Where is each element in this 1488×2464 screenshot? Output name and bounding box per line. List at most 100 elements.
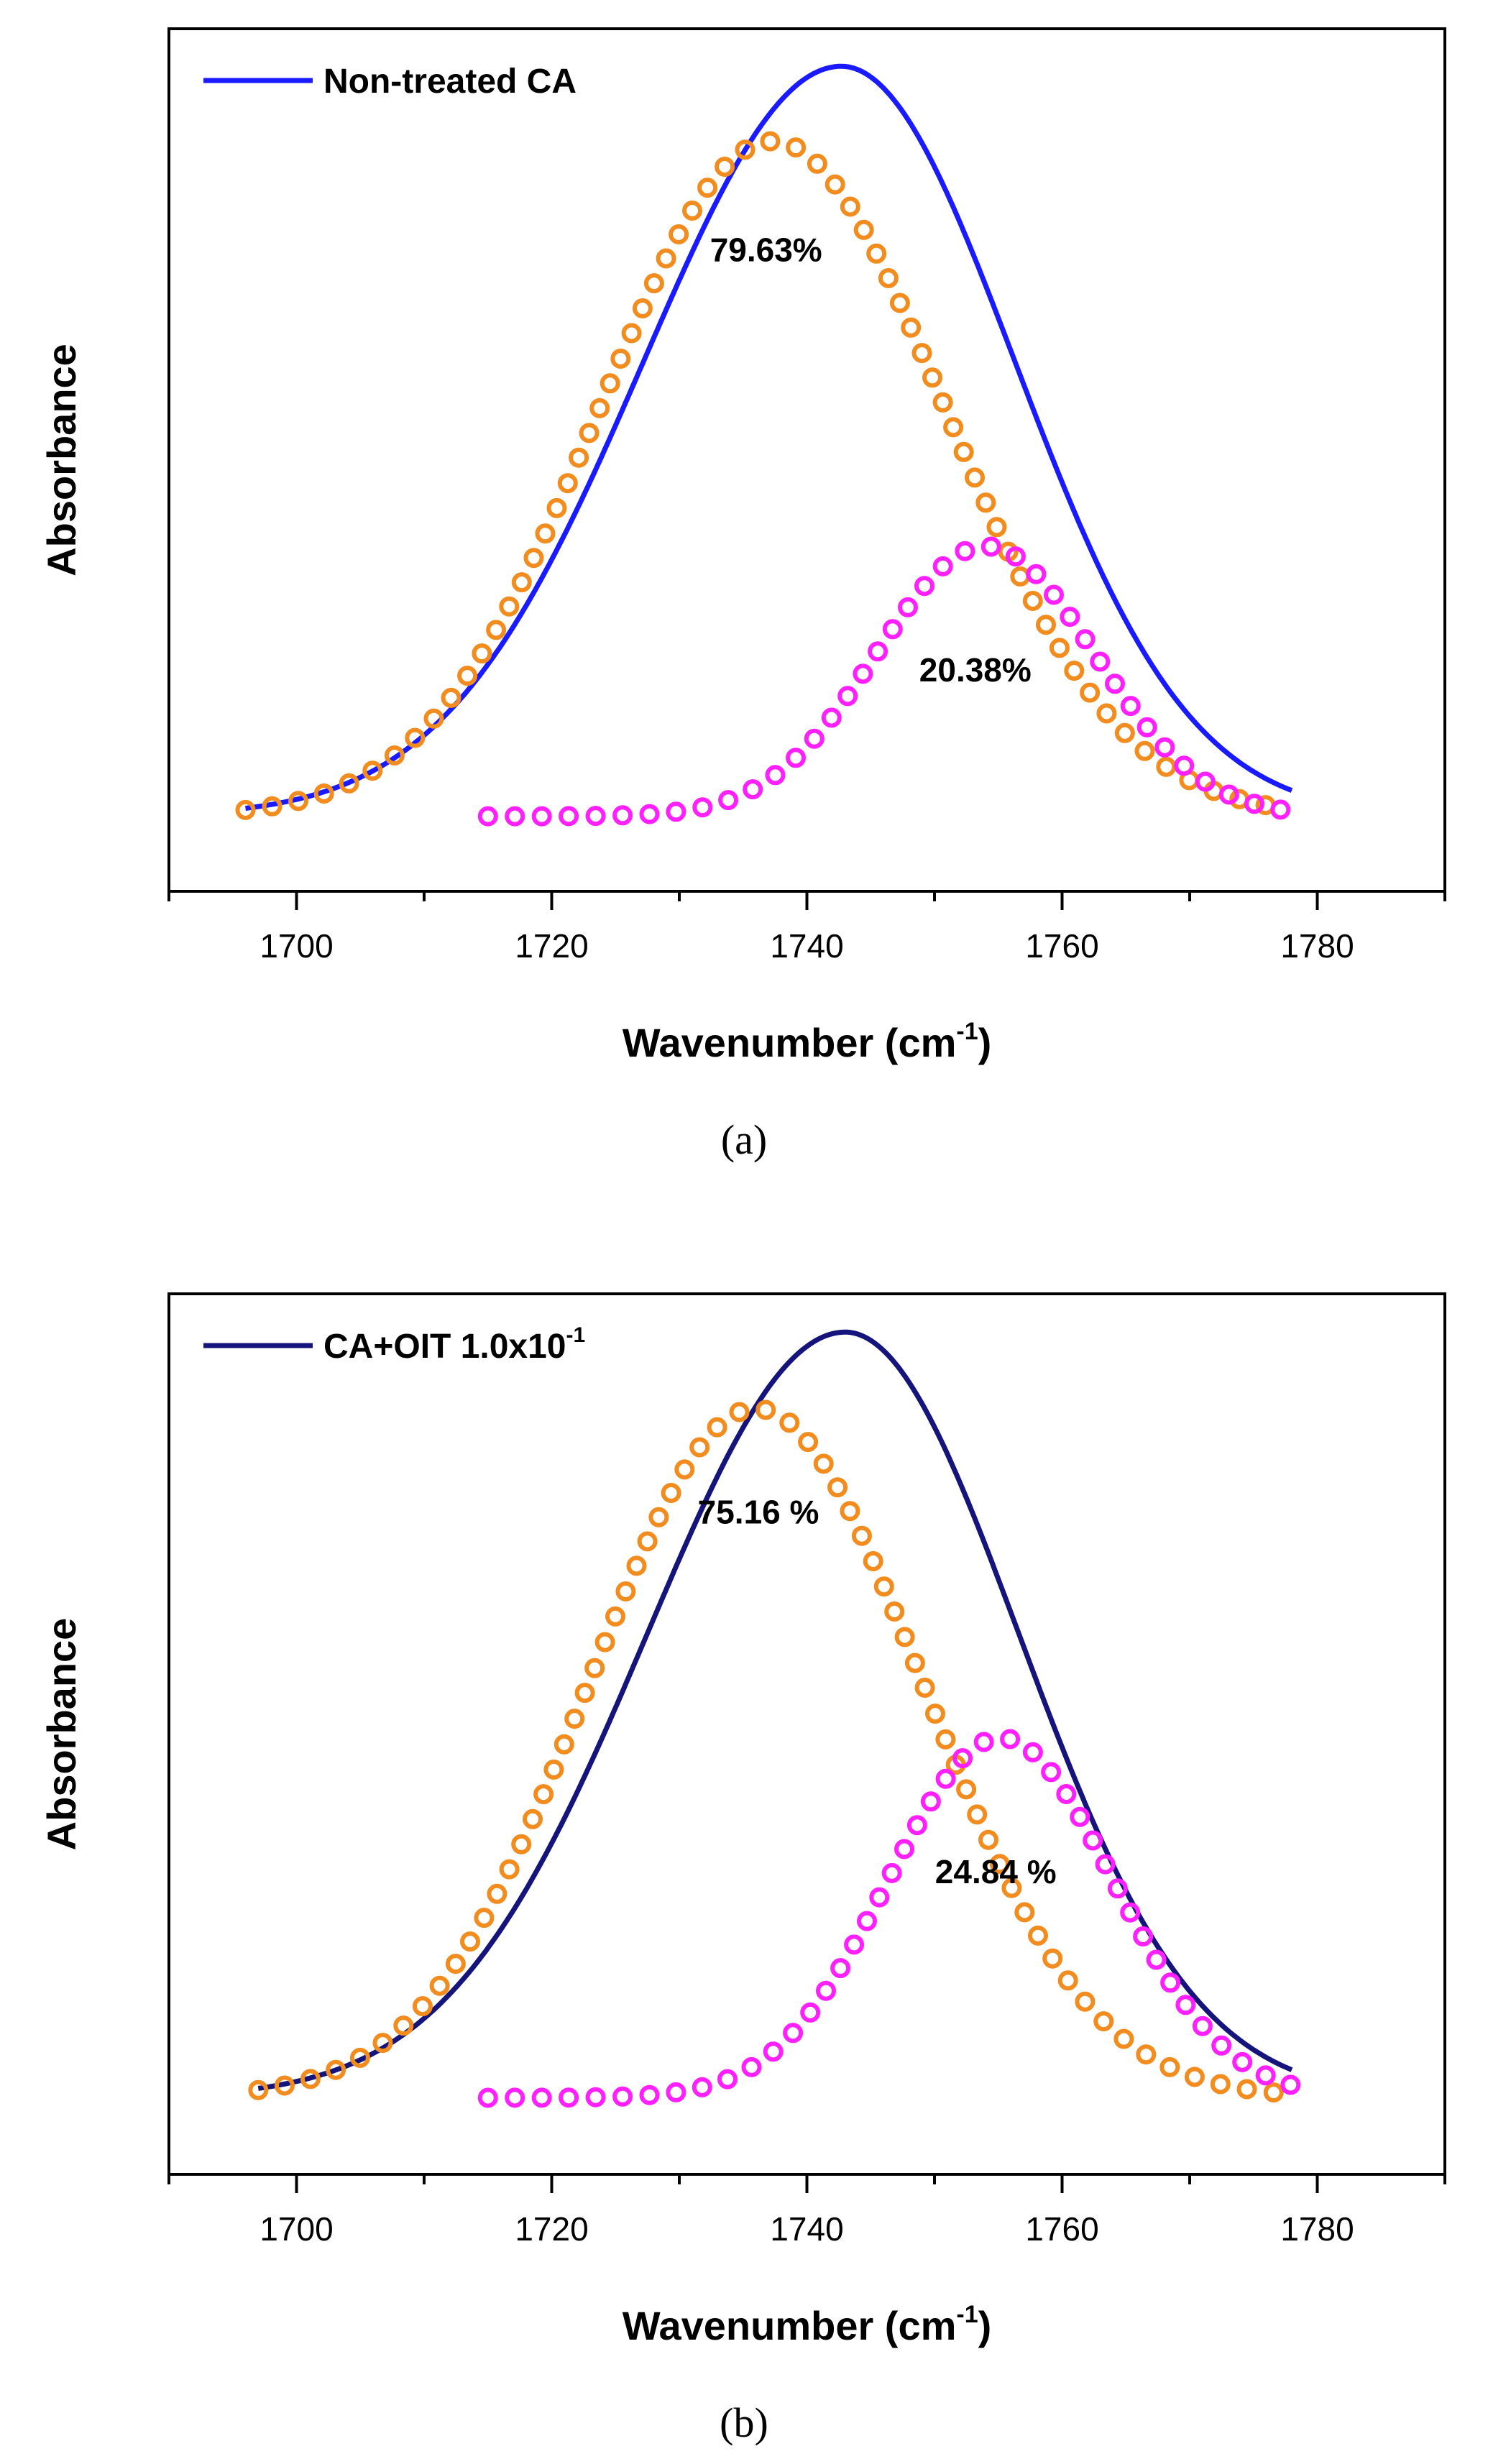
series-marker	[943, 417, 964, 438]
series-marker	[844, 1934, 865, 1955]
x-tick-label: 1780	[1280, 927, 1354, 965]
series-marker	[707, 1417, 727, 1438]
series-marker	[531, 806, 552, 827]
series-marker	[1159, 2056, 1180, 2077]
series-marker	[585, 2087, 606, 2107]
series-marker	[868, 641, 888, 662]
x-tick-label: 1720	[515, 927, 588, 965]
series-marker	[1064, 661, 1085, 681]
series-marker	[682, 201, 702, 221]
series-marker	[1160, 1972, 1181, 1993]
series-marker	[1022, 591, 1043, 611]
series-marker	[612, 2086, 633, 2107]
series-marker	[978, 1829, 998, 1850]
series-marker	[1146, 1949, 1167, 1970]
series-marker	[531, 2087, 552, 2108]
series-marker	[639, 2084, 660, 2105]
series-marker	[825, 174, 845, 195]
series-marker	[798, 1432, 819, 1453]
series-marker	[1270, 799, 1291, 820]
series-marker	[569, 447, 589, 468]
series-marker	[894, 1627, 915, 1647]
series-marker	[920, 1791, 941, 1812]
series-marker	[1136, 2044, 1157, 2065]
legend-label-main: Non-treated CA	[323, 63, 577, 101]
series-marker	[546, 497, 567, 518]
series-marker	[661, 1483, 681, 1503]
series-marker	[922, 367, 942, 388]
series-marker	[873, 1576, 894, 1597]
series-marker	[313, 783, 334, 804]
series-marker	[786, 748, 806, 768]
series-marker	[715, 157, 735, 177]
series-marker	[830, 1958, 851, 1979]
series-marker	[956, 1779, 977, 1800]
series-marker	[1195, 771, 1216, 792]
series-marker	[648, 1507, 669, 1527]
series-marker	[626, 1555, 647, 1576]
series-marker	[1090, 651, 1111, 672]
series-marker	[804, 728, 825, 749]
series-marker	[840, 196, 860, 217]
series-marker	[889, 293, 910, 313]
series-marker	[274, 2075, 295, 2096]
series-marker	[1070, 1806, 1090, 1827]
series-marker	[666, 801, 686, 822]
x-tick-label: 1740	[770, 927, 843, 965]
series-marker	[869, 1887, 890, 1908]
series-marker	[894, 1839, 914, 1860]
series-marker	[980, 536, 1001, 557]
series-marker	[349, 2047, 370, 2068]
series-marker	[505, 2087, 525, 2108]
series-marker	[1136, 717, 1157, 737]
x-axis-label-main: Wavenumber (cm	[623, 2303, 957, 2348]
x-tick-label: 1740	[770, 2210, 843, 2248]
peak-area-label: 24.84 %	[935, 1853, 1057, 1890]
x-axis-label-end: )	[978, 2303, 992, 2348]
series-marker	[1174, 755, 1195, 776]
peak-area-label: 75.16 %	[698, 1494, 819, 1531]
series-marker	[932, 392, 953, 413]
x-axis-label: Wavenumber (cm-1)	[623, 2301, 992, 2348]
series-marker	[557, 473, 578, 494]
series-marker	[605, 1606, 625, 1627]
series-marker	[393, 2015, 414, 2036]
series-marker	[743, 779, 763, 800]
y-axis-label: Absorbance	[39, 344, 84, 576]
series-marker	[779, 1412, 800, 1433]
series-marker	[1133, 1926, 1154, 1946]
series-marker	[760, 131, 781, 152]
series-marker	[1057, 1970, 1078, 1991]
series-marker	[612, 805, 633, 826]
series-marker	[300, 2069, 321, 2090]
series-marker	[911, 343, 932, 364]
series-marker	[932, 556, 953, 576]
series-marker	[288, 791, 308, 812]
panel-sublabel: (a)	[721, 1116, 767, 1163]
x-tick-label: 1720	[515, 2210, 588, 2248]
series-marker	[1056, 1784, 1077, 1804]
series-marker	[412, 1996, 433, 2017]
series-marker	[639, 804, 660, 824]
series-marker	[816, 1980, 836, 2001]
series-marker	[669, 224, 689, 244]
x-tick-label: 1780	[1280, 2210, 1354, 2248]
series-marker	[1001, 1877, 1022, 1898]
series-marker	[965, 467, 985, 488]
y-axis-label: Absorbance	[39, 1618, 84, 1851]
series-marker	[1044, 584, 1064, 605]
series-marker	[718, 790, 739, 811]
series-marker	[1211, 2035, 1232, 2056]
series-marker	[1218, 784, 1239, 805]
series-marker	[689, 1437, 710, 1458]
chart-a: 1700 1720 1740 1760 1780 Wavenumber (cm-1) Abs…	[39, 27, 1446, 1163]
series-marker	[372, 2033, 393, 2054]
series-marker	[717, 2069, 738, 2090]
series-marker	[584, 1658, 605, 1678]
series-marker	[935, 1768, 956, 1789]
series-marker	[1120, 696, 1141, 717]
series-marker	[1192, 2015, 1213, 2036]
series-marker	[600, 373, 620, 394]
series-marker	[656, 248, 676, 269]
panel-sublabel: (b)	[720, 2399, 768, 2446]
